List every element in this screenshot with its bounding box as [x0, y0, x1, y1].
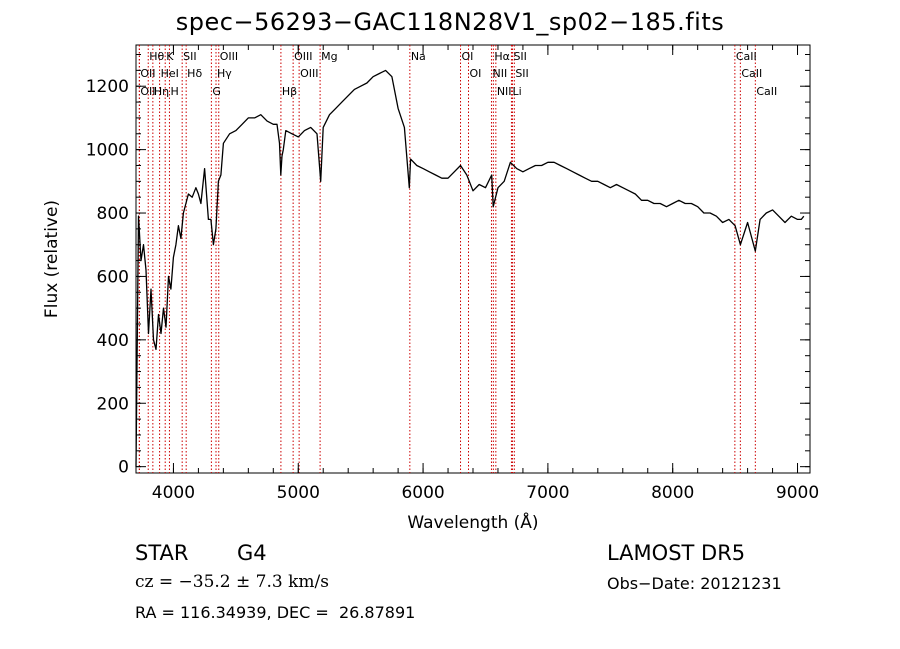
line-label: K [166, 50, 174, 63]
obs-date-label: Obs−Date: 20121231 [607, 574, 782, 593]
line-label: NII [492, 67, 507, 80]
y-tick-label: 600 [97, 267, 129, 287]
x-axis-label: Wavelength (Å) [407, 511, 538, 533]
line-label: SII [515, 67, 528, 80]
line-label: Hα [494, 50, 510, 63]
line-label: Hγ [217, 67, 232, 80]
chart-title: spec−56293−GAC118N28V1_sp02−185.fits [175, 8, 725, 36]
line-label: CaII [756, 85, 777, 98]
line-label: Li [512, 85, 521, 98]
line-label: OII [140, 85, 155, 98]
line-label: HeI [161, 67, 179, 80]
class-label: STAR [135, 541, 189, 565]
line-label: OIII [300, 67, 318, 80]
y-axis-label: Flux (relative) [42, 200, 62, 318]
line-label: OIII [294, 50, 312, 63]
line-label: OI [470, 67, 482, 80]
line-label: Na [411, 50, 426, 63]
axes: 4000 5000 6000 7000 8000 9000 0 200 400 600 800 100… [42, 45, 819, 533]
line-label: Hβ [282, 85, 297, 98]
line-label: Hδ [187, 67, 202, 80]
y-tick-label: 1000 [86, 141, 129, 161]
line-label: OI [462, 50, 474, 63]
line-label: Mg [321, 50, 337, 63]
subclass-label: G4 [237, 541, 267, 565]
line-label: G [212, 85, 221, 98]
line-label: NII [497, 85, 512, 98]
line-label: CaII [736, 50, 757, 63]
coords-label: RA = 116.34939, DEC = 26.87891 [135, 603, 416, 622]
x-tick-label: 5000 [277, 483, 320, 503]
survey-label: LAMOST DR5 [607, 541, 746, 565]
x-tick-label: 6000 [401, 483, 444, 503]
y-tick-label: 0 [118, 458, 129, 478]
x-tick-label: 8000 [651, 483, 694, 503]
line-label: OII [140, 67, 155, 80]
y-tick-label: 200 [97, 394, 129, 414]
y-tick-label: 1200 [86, 77, 129, 97]
x-tick-label: 7000 [526, 483, 569, 503]
plot-frame [135, 44, 811, 474]
spectrum-line [135, 69, 805, 467]
y-tick-label: 400 [97, 331, 129, 351]
x-tick-label: 9000 [776, 483, 819, 503]
line-label: SII [513, 50, 526, 63]
line-label: Hη [154, 85, 169, 98]
line-label: OIII [220, 50, 238, 63]
line-label: CaII [741, 67, 762, 80]
x-tick-label: 4000 [152, 483, 195, 503]
line-label: H [170, 85, 178, 98]
redshift-label: cz = −35.2 ± 7.3 km/s [135, 572, 329, 592]
y-tick-label: 800 [97, 204, 129, 224]
line-label: Hθ [149, 50, 164, 63]
line-label: SII [183, 50, 196, 63]
